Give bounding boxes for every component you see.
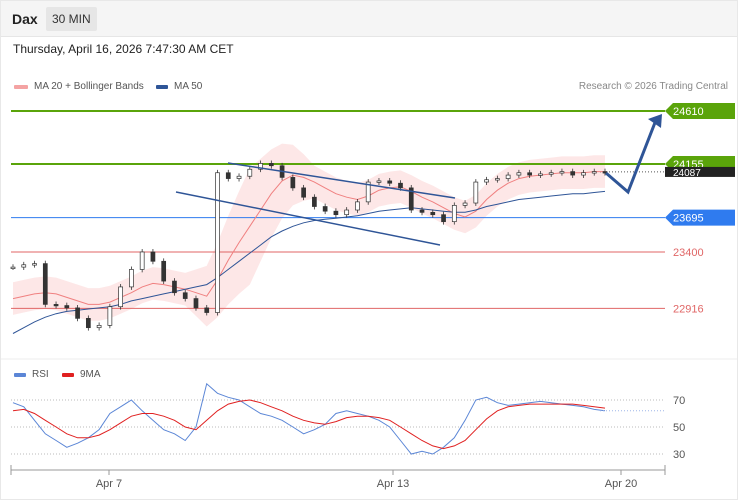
rsi-tick-70: 70 xyxy=(673,395,685,407)
chart-header: Dax 30 MIN xyxy=(1,1,737,37)
candle-body xyxy=(419,209,425,213)
forecast-arrow xyxy=(605,119,658,195)
candle-body xyxy=(591,171,597,174)
candle-body xyxy=(247,168,253,177)
rsi-tick-30: 30 xyxy=(673,449,685,461)
candle-body xyxy=(527,172,533,176)
legend-ma50: MA 50 xyxy=(156,81,202,92)
candle-body xyxy=(473,181,479,204)
level-tag-23695 xyxy=(665,209,735,226)
x-tick-label: Apr 13 xyxy=(377,478,409,490)
candle-body xyxy=(516,172,522,176)
candle-body xyxy=(53,304,59,307)
candle-body xyxy=(322,206,328,212)
channel-upper xyxy=(227,162,456,199)
legend-swatch-ma20 xyxy=(14,84,28,89)
candle-body xyxy=(10,266,16,269)
level-tag-24610 xyxy=(665,102,735,119)
last-price-tag xyxy=(665,166,735,177)
candle-body xyxy=(193,298,199,309)
candle-body xyxy=(150,251,156,262)
legend-label-ma20: MA 20 + Bollinger Bands xyxy=(34,81,144,92)
candle-body xyxy=(107,306,113,326)
candle-body xyxy=(484,179,489,183)
candle-body xyxy=(301,187,306,198)
candle-body xyxy=(365,181,371,203)
rsi-line xyxy=(12,382,606,455)
legend-swatch-9ma xyxy=(62,372,74,377)
timeframe-badge[interactable]: 30 MIN xyxy=(46,7,97,31)
candle-body xyxy=(559,171,565,174)
legend-9ma: 9MA xyxy=(62,369,101,380)
candle-body xyxy=(548,172,554,175)
candle-body xyxy=(451,205,457,223)
legend-ma20: MA 20 + Bollinger Bands xyxy=(14,81,144,92)
rsi-9ma-line xyxy=(12,399,606,450)
legend-rsi: RSI xyxy=(14,369,49,380)
candle-body xyxy=(333,210,339,216)
level-label-23695: 23695 xyxy=(673,213,704,225)
legend-label-ma50: MA 50 xyxy=(174,81,203,92)
level-label-23400: 23400 xyxy=(673,247,704,259)
candle-body xyxy=(118,286,123,308)
candle-body xyxy=(290,177,296,189)
candle-body xyxy=(75,307,80,319)
instrument-name: Dax xyxy=(12,11,38,27)
candle-body xyxy=(495,178,500,181)
candle-body xyxy=(430,211,436,216)
bollinger-band xyxy=(13,143,605,327)
candle-body xyxy=(258,163,263,170)
legend-label-rsi: RSI xyxy=(32,369,49,380)
legend-label-9ma: 9MA xyxy=(80,369,101,380)
candle-body xyxy=(236,175,242,179)
candle-body xyxy=(215,172,220,313)
x-tick-label: Apr 20 xyxy=(605,478,637,490)
legend-swatch-rsi xyxy=(14,372,26,377)
candle-body xyxy=(398,182,403,189)
level-label-24610: 24610 xyxy=(673,106,704,118)
rsi-tick-50: 50 xyxy=(673,422,685,434)
candle-body xyxy=(570,171,576,176)
candle-body xyxy=(462,202,468,206)
candle-body xyxy=(21,264,27,268)
candle-body xyxy=(441,214,446,223)
candle-body xyxy=(225,172,231,179)
timestamp: Thursday, April 16, 2026 7:47:30 AM CET xyxy=(13,42,234,56)
candle-body xyxy=(581,172,586,176)
forecast-arrowhead xyxy=(648,114,662,128)
candle-body xyxy=(64,305,70,309)
candle-body xyxy=(312,196,317,207)
level-label-22916: 22916 xyxy=(673,303,704,315)
ma20-line xyxy=(12,171,605,305)
candle-body xyxy=(182,292,188,299)
legend-swatch-ma50 xyxy=(156,84,168,89)
x-tick-label: Apr 7 xyxy=(96,478,122,490)
ma50-line xyxy=(12,190,606,334)
candle-body xyxy=(387,180,393,184)
candle-body xyxy=(42,263,48,305)
candle-body xyxy=(204,307,210,313)
candle-body xyxy=(161,260,167,282)
candle-body xyxy=(85,318,91,329)
candle-body xyxy=(96,325,102,329)
candle-body xyxy=(376,180,382,183)
candle-body xyxy=(32,263,37,266)
candle-body xyxy=(268,163,274,167)
candle-body xyxy=(344,209,350,216)
candle-body xyxy=(355,201,360,211)
candle-body xyxy=(538,173,543,176)
channel-lower xyxy=(175,191,441,246)
last-price-label: 24087 xyxy=(673,168,701,179)
candle-body xyxy=(129,269,134,288)
candle-body xyxy=(505,174,511,179)
candle-body xyxy=(172,280,177,294)
credit-text: Research © 2026 Trading Central xyxy=(578,81,728,92)
candle-body xyxy=(139,251,145,270)
candle-body xyxy=(408,187,414,211)
